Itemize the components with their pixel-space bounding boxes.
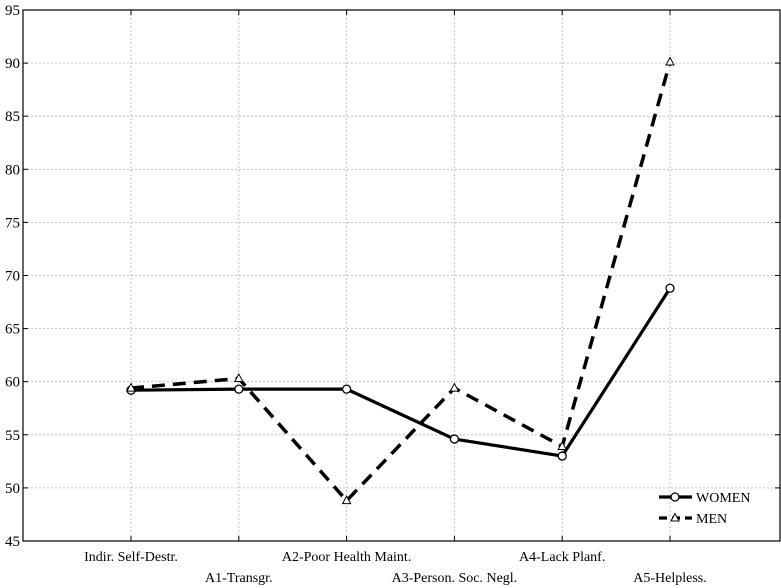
- x-tick-label: A1-Transgr.: [205, 571, 273, 586]
- point-marker-triangle: [341, 495, 352, 505]
- point-marker-circle: [665, 283, 675, 293]
- grid-lines: [23, 10, 780, 541]
- x-tick-label: Indir. Self-Destr.: [84, 550, 178, 565]
- y-tick-label: 50: [5, 481, 20, 497]
- series-line-dashed: [130, 61, 672, 503]
- legend-marker-triangle: [670, 512, 680, 522]
- series-line-solid: [130, 287, 672, 458]
- y-tick-label: 95: [5, 3, 20, 19]
- legend-marker-circle: [670, 492, 680, 502]
- point-marker-circle: [341, 384, 352, 394]
- y-tick-label: 80: [5, 162, 20, 178]
- x-tick-label: A5-Helpless.: [633, 571, 707, 586]
- point-marker-triangle: [126, 382, 136, 392]
- y-tick-label: 85: [5, 109, 20, 125]
- point-marker-triangle: [557, 440, 568, 450]
- point-marker-triangle: [665, 56, 675, 66]
- y-tick-label: 90: [5, 56, 20, 72]
- y-tick-label: 65: [5, 322, 20, 338]
- point-marker-circle: [234, 384, 244, 394]
- legend: WOMEN MEN: [659, 491, 750, 527]
- point-marker-circle: [449, 434, 460, 444]
- y-tick-label: 55: [5, 428, 20, 444]
- x-tick-label: A2-Poor Health Maint.: [282, 550, 411, 565]
- x-tick-label: A3-Person. Soc. Negl.: [392, 571, 518, 586]
- x-axis: Indir. Self-Destr. A1-Transgr. A2-Poor Hea…: [84, 10, 707, 586]
- legend-label: MEN: [696, 512, 727, 527]
- point-marker-triangle: [449, 382, 460, 392]
- x-tick-label: A4-Lack Planf.: [519, 550, 605, 565]
- y-tick-label: 75: [5, 215, 20, 231]
- series-group: [126, 56, 675, 505]
- point-marker-circle: [557, 451, 567, 461]
- y-tick-label: 70: [5, 269, 20, 285]
- point-marker-triangle: [233, 372, 244, 383]
- y-tick-label: 45: [5, 534, 20, 550]
- y-tick-label: 60: [5, 375, 20, 391]
- y-axis: 45 50 55 60 65 70 75 80 85 90 95: [5, 3, 780, 550]
- legend-label: WOMEN: [696, 491, 750, 506]
